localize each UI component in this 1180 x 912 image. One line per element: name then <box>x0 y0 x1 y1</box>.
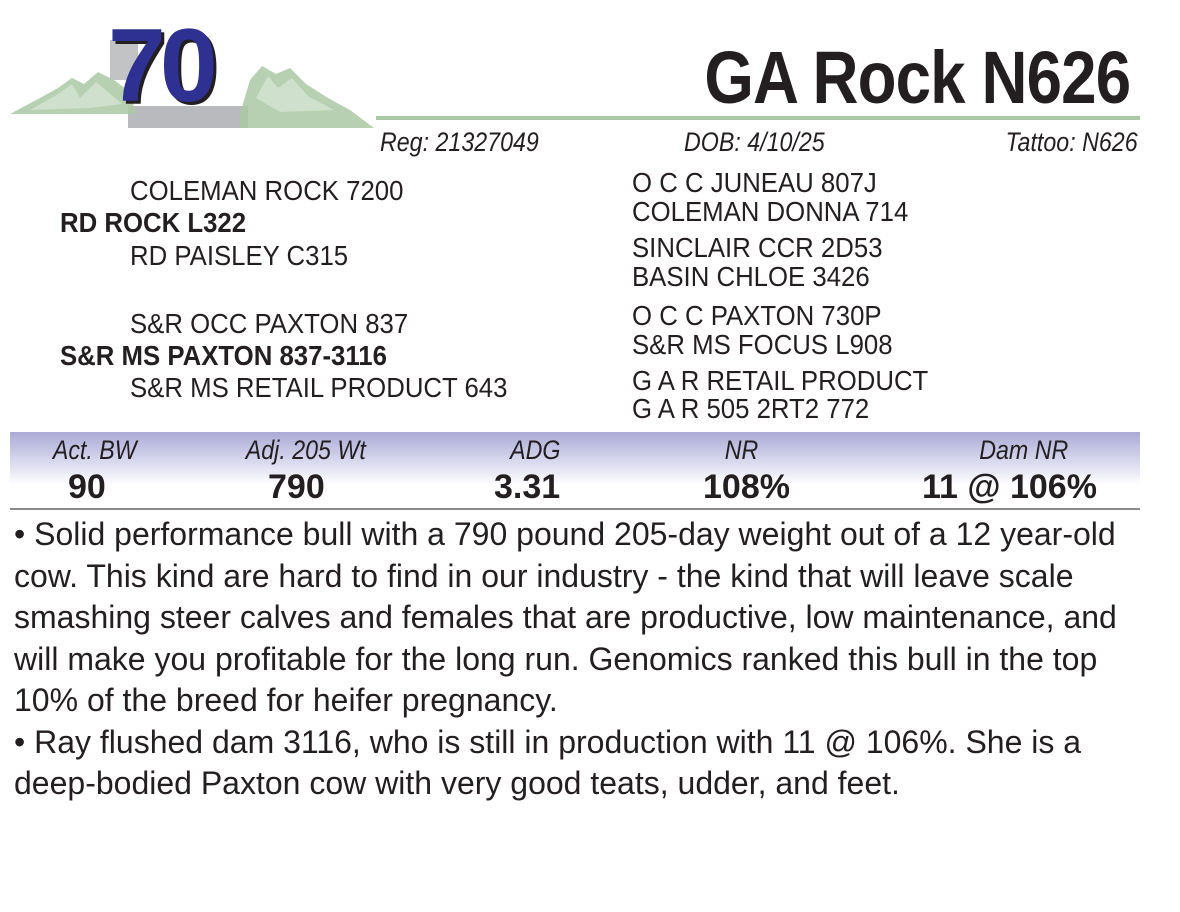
tattoo: Tattoo: N626 <box>1005 127 1138 157</box>
perf-value-adg: 3.31 <box>494 468 561 506</box>
date-of-birth: DOB: 4/10/25 <box>684 127 825 157</box>
description: • Solid performance bull with a 790 poun… <box>14 514 1124 805</box>
perf-label-act-bw: Act. BW <box>52 435 137 465</box>
pedigree-dam: S&R MS PAXTON 837-3116 <box>60 340 387 371</box>
title-divider <box>376 116 1140 120</box>
pedigree-dam-sire-dam: S&R MS FOCUS L908 <box>632 329 893 360</box>
perf-value-dam-nr: 11 @ 106% <box>922 468 1097 506</box>
performance-divider <box>10 508 1140 510</box>
pedigree-sire-dam-sire: SINCLAIR CCR 2D53 <box>632 232 883 263</box>
mountain-range-icon <box>10 40 374 128</box>
perf-value-act-bw: 90 <box>68 468 106 506</box>
pedigree-sire: RD ROCK L322 <box>60 207 247 238</box>
pedigree-sire-dam: RD PAISLEY C315 <box>130 240 349 271</box>
lot-number: 70 <box>108 8 218 124</box>
pedigree-dam-dam-dam: G A R 505 2RT2 772 <box>632 393 870 424</box>
pedigree-sire-sire: COLEMAN ROCK 7200 <box>130 175 404 206</box>
perf-label-nr: NR <box>724 435 759 465</box>
performance-band <box>10 432 1140 508</box>
pedigree-dam-sire-sire: O C C PAXTON 730P <box>632 300 882 331</box>
pedigree-dam-dam-sire: G A R RETAIL PRODUCT <box>632 365 929 396</box>
pedigree-sire-sire-dam: COLEMAN DONNA 714 <box>632 196 909 227</box>
pedigree-sire-sire-sire: O C C JUNEAU 807J <box>632 167 877 198</box>
animal-name: GA Rock N626 <box>704 36 1131 119</box>
perf-label-adg: ADG <box>510 435 561 465</box>
description-paragraph: • Ray flushed dam 3116, who is still in … <box>14 723 1082 802</box>
perf-label-adj-205-wt: Adj. 205 Wt <box>245 435 366 465</box>
pedigree-dam-sire: S&R OCC PAXTON 837 <box>130 308 409 339</box>
pedigree-dam-dam: S&R MS RETAIL PRODUCT 643 <box>130 372 508 403</box>
perf-label-dam-nr: Dam NR <box>979 435 1069 465</box>
perf-value-nr: 108% <box>703 468 790 506</box>
description-paragraph: • Solid performance bull with a 790 poun… <box>14 516 1117 718</box>
pedigree-sire-dam-dam: BASIN CHLOE 3426 <box>632 261 870 292</box>
perf-value-adj-205-wt: 790 <box>268 468 325 506</box>
registration-number: Reg: 21327049 <box>380 127 539 157</box>
